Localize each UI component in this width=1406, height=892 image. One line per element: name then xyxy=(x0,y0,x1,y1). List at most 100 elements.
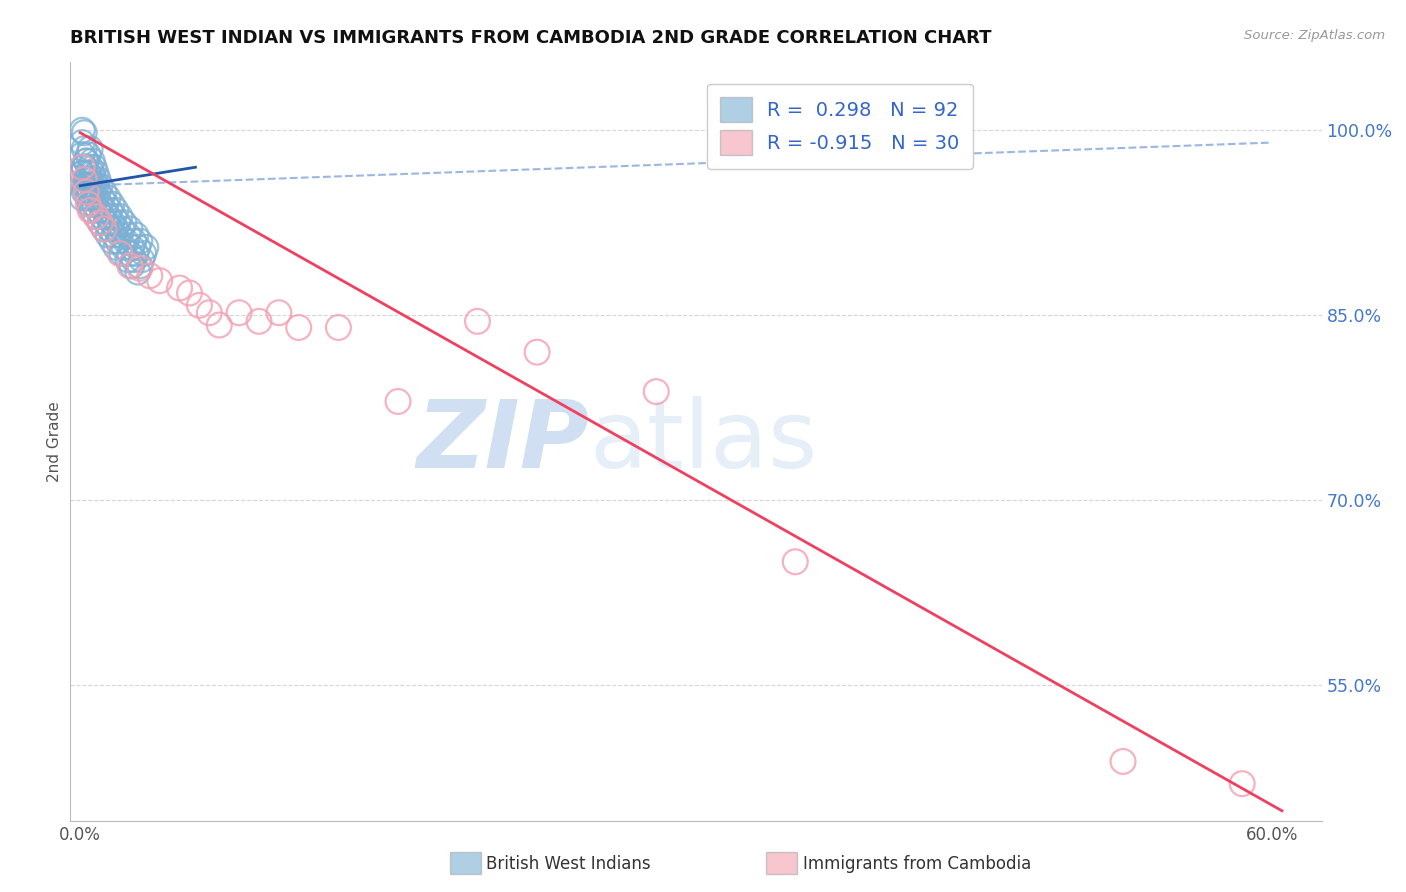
Point xyxy=(97,191,120,205)
Point xyxy=(128,234,150,248)
Text: BRITISH WEST INDIAN VS IMMIGRANTS FROM CAMBODIA 2ND GRADE CORRELATION CHART: BRITISH WEST INDIAN VS IMMIGRANTS FROM C… xyxy=(70,29,991,47)
Point xyxy=(93,222,115,236)
Point xyxy=(75,178,97,193)
Point xyxy=(118,259,141,273)
Point xyxy=(98,222,121,236)
Point xyxy=(70,160,93,174)
Point xyxy=(77,166,100,180)
Point xyxy=(101,197,124,211)
Point xyxy=(91,210,114,224)
Point xyxy=(118,246,141,260)
Point xyxy=(73,172,96,186)
Point xyxy=(198,306,221,320)
Point xyxy=(83,172,105,186)
Point xyxy=(118,222,141,236)
Point xyxy=(70,191,93,205)
Point xyxy=(122,234,145,248)
Point xyxy=(111,246,134,260)
Point xyxy=(93,185,115,199)
Point xyxy=(87,172,110,186)
Point xyxy=(70,123,93,137)
Point xyxy=(125,227,148,242)
Point xyxy=(84,210,107,224)
Point xyxy=(82,191,104,205)
Point xyxy=(125,246,148,260)
Point xyxy=(73,142,96,156)
Point xyxy=(117,252,139,267)
Point xyxy=(89,216,111,230)
Point xyxy=(82,203,104,218)
Point xyxy=(82,178,104,193)
Point xyxy=(131,252,153,267)
Point xyxy=(73,126,96,140)
Text: ZIP: ZIP xyxy=(416,395,589,488)
Point xyxy=(94,197,117,211)
Point xyxy=(97,210,120,224)
Point xyxy=(108,210,131,224)
Point xyxy=(526,345,548,359)
Point xyxy=(785,555,807,569)
Point xyxy=(112,240,135,254)
Point xyxy=(89,216,111,230)
Text: Source: ZipAtlas.com: Source: ZipAtlas.com xyxy=(1244,29,1385,43)
Point xyxy=(82,154,104,169)
Point xyxy=(267,306,290,320)
Point xyxy=(128,259,150,273)
Point xyxy=(70,166,93,180)
Point xyxy=(179,285,201,300)
Point xyxy=(104,222,127,236)
Point xyxy=(1230,777,1253,791)
Text: British West Indians: British West Indians xyxy=(486,855,651,873)
Point xyxy=(87,185,110,199)
Point xyxy=(82,166,104,180)
Text: Immigrants from Cambodia: Immigrants from Cambodia xyxy=(803,855,1031,873)
Legend: R =  0.298   N = 92, R = -0.915   N = 30: R = 0.298 N = 92, R = -0.915 N = 30 xyxy=(707,84,973,169)
Point xyxy=(104,240,127,254)
Point xyxy=(79,185,101,199)
Point xyxy=(1112,755,1135,769)
Point xyxy=(91,191,114,205)
Point xyxy=(73,185,96,199)
Point xyxy=(127,265,149,279)
Point xyxy=(84,191,107,205)
Point xyxy=(77,172,100,186)
Point xyxy=(83,160,105,174)
Point xyxy=(79,197,101,211)
Point xyxy=(89,197,111,211)
Point xyxy=(87,203,110,218)
Point xyxy=(89,178,111,193)
Point xyxy=(135,240,157,254)
Point xyxy=(75,185,97,199)
Point xyxy=(77,197,100,211)
Point xyxy=(75,185,97,199)
Point xyxy=(79,160,101,174)
Point xyxy=(287,320,309,334)
Point xyxy=(75,154,97,169)
Point xyxy=(121,259,143,273)
Point xyxy=(228,306,250,320)
Point xyxy=(77,148,100,162)
Point xyxy=(127,240,149,254)
Point xyxy=(94,216,117,230)
Point xyxy=(93,222,115,236)
Point xyxy=(77,191,100,205)
Point xyxy=(79,172,101,186)
Point xyxy=(70,148,93,162)
Point xyxy=(117,227,139,242)
Point xyxy=(97,227,120,242)
Point xyxy=(79,142,101,156)
Point xyxy=(98,203,121,218)
Point xyxy=(107,234,129,248)
Point xyxy=(132,246,155,260)
Point xyxy=(101,216,124,230)
Point xyxy=(139,268,162,283)
Point xyxy=(79,203,101,218)
Point xyxy=(208,318,231,332)
Point xyxy=(93,203,115,218)
Point xyxy=(77,178,100,193)
Point xyxy=(111,222,134,236)
Point xyxy=(467,314,489,328)
Point xyxy=(387,394,409,409)
Point xyxy=(121,240,143,254)
Point xyxy=(328,320,350,334)
